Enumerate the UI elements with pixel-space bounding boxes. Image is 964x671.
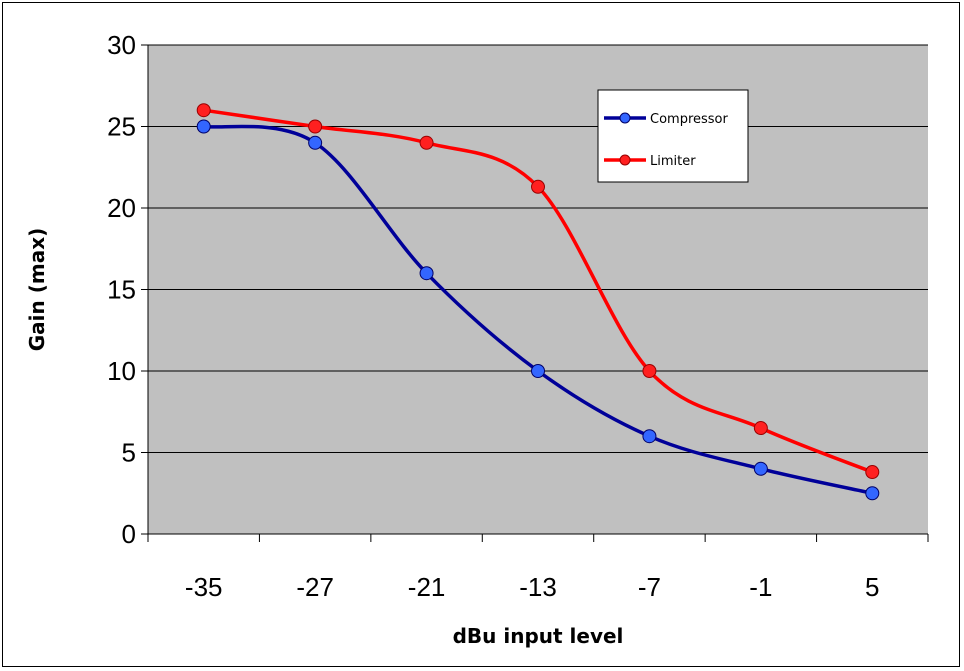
legend: Compressor Limiter — [597, 89, 749, 183]
limiter-legend-marker — [619, 154, 631, 166]
x-tick-label: -21 — [408, 572, 446, 602]
compressor-legend-label: Compressor — [650, 112, 729, 127]
series-layer — [196, 103, 880, 501]
y-tick-label: 25 — [107, 112, 136, 142]
compressor-point — [196, 119, 211, 134]
limiter-point — [865, 465, 880, 480]
x-tick-label: -35 — [185, 572, 223, 602]
y-tick-labels: 0 5 10 15 20 25 30 — [107, 30, 136, 549]
compressor-point — [531, 364, 545, 378]
limiter-point — [642, 364, 657, 378]
limiter-point — [531, 179, 545, 194]
x-tick-label: -1 — [749, 572, 772, 602]
limiter-point — [196, 103, 211, 118]
limiter-point — [419, 135, 434, 150]
x-tick-label: -27 — [296, 572, 334, 602]
y-tick-label: 0 — [122, 519, 136, 549]
y-tick-label: 15 — [107, 275, 136, 305]
y-tick-label: 10 — [107, 356, 136, 386]
legend-box — [597, 89, 749, 183]
compressor-point — [753, 461, 768, 476]
y-tick-label: 20 — [107, 193, 136, 223]
compressor-point — [419, 266, 434, 281]
compressor-point — [308, 135, 323, 150]
y-axis-title: Gain (max) — [25, 228, 49, 352]
compressor-point — [642, 429, 657, 444]
axes — [141, 44, 929, 542]
compressor-point — [865, 486, 880, 501]
compressor-legend-marker — [619, 112, 631, 124]
x-tick-label: -13 — [519, 572, 557, 602]
y-tick-label: 5 — [122, 438, 136, 468]
y-tick-label: 30 — [107, 30, 136, 60]
limiter-point — [753, 421, 768, 436]
x-tick-labels: -35 -27 -21 -13 -7 -1 5 — [185, 572, 880, 602]
x-tick-label: -7 — [638, 572, 661, 602]
limiter-point — [308, 119, 323, 134]
limiter-legend-label: Limiter — [650, 154, 696, 169]
x-tick-label: 5 — [865, 572, 879, 602]
x-axis-title: dBu input level — [453, 624, 624, 648]
